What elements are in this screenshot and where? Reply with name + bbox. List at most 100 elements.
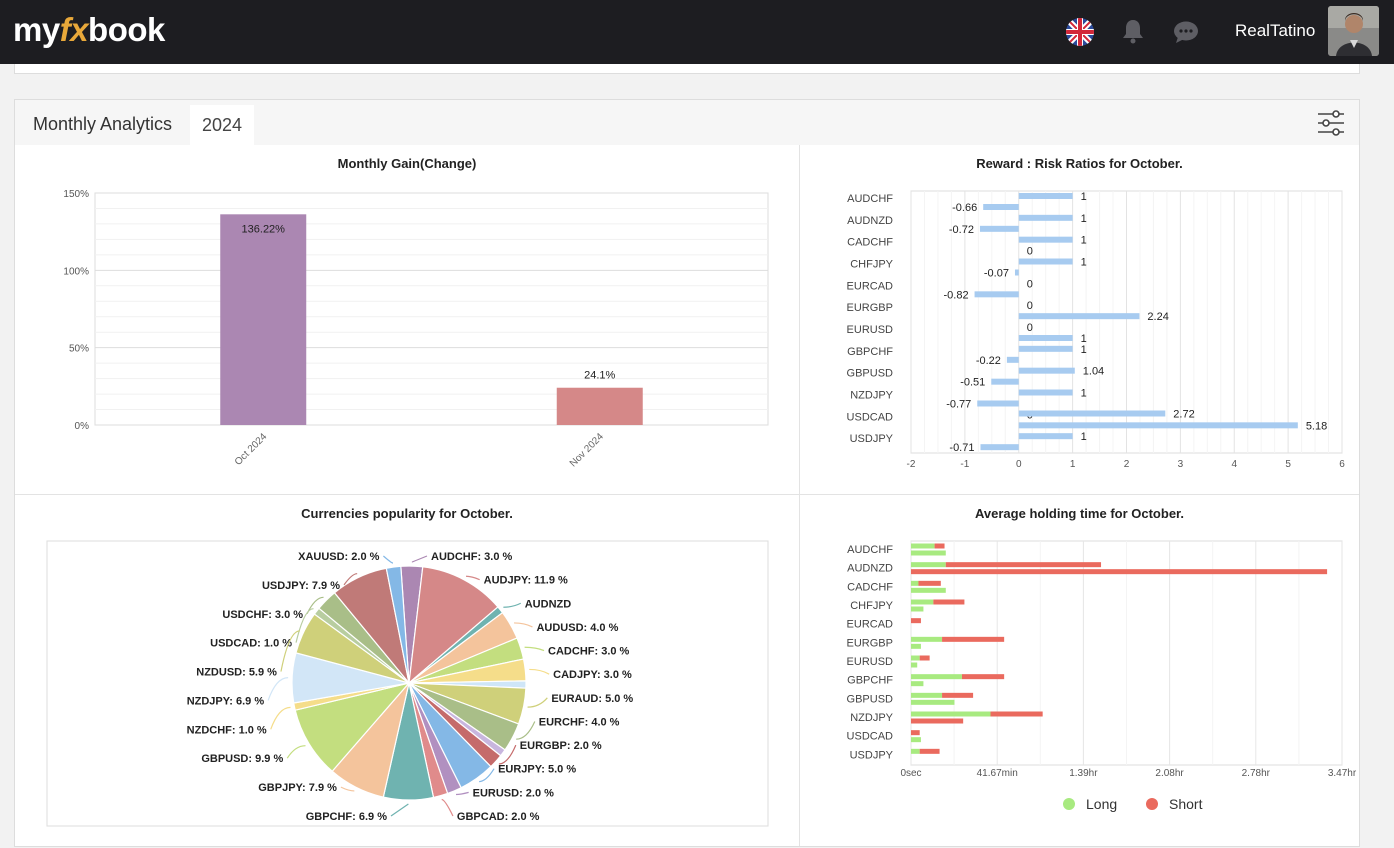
leader-line (267, 677, 289, 701)
bar (911, 636, 943, 642)
data-label: 0 (1027, 300, 1033, 312)
data-label: 1.04 (1083, 366, 1104, 378)
chart-title: Currencies popularity for October. (301, 506, 513, 521)
legend-marker-long (1063, 798, 1075, 810)
bar (1018, 193, 1073, 199)
bar (1018, 214, 1073, 221)
leader-line (527, 697, 548, 708)
y-tick-label: EURUSD (847, 324, 894, 336)
slice-label: CADJPY: 3.0 % (553, 669, 632, 681)
data-label: 1 (1081, 235, 1087, 247)
y-tick-label: USDJPY (850, 749, 894, 761)
bar (911, 748, 920, 754)
data-label: 1 (1081, 191, 1087, 203)
avatar[interactable] (1328, 6, 1379, 56)
data-label: 2.24 (1147, 311, 1168, 323)
bar (911, 718, 964, 724)
username[interactable]: RealTatino (1235, 21, 1316, 40)
slice-label: GBPUSD: 9.9 % (201, 753, 283, 765)
x-tick-label: 0sec (900, 768, 921, 779)
y-tick-label: NZDJPY (850, 712, 893, 724)
bar (977, 400, 1019, 407)
data-label: 1 (1081, 431, 1087, 443)
slice-label: AUDCHF: 3.0 % (431, 551, 513, 563)
leader-line (516, 721, 536, 740)
currencies-popularity-chart: Currencies popularity for October. AUDCH… (15, 495, 799, 846)
leader-line (479, 768, 495, 783)
y-tick-label: AUDNZD (847, 563, 893, 575)
data-label: 1 (1081, 257, 1087, 269)
x-tick-label: 2.08hr (1155, 768, 1184, 779)
bar (919, 655, 930, 661)
data-label: 2.72 (1173, 409, 1194, 421)
bar (911, 599, 934, 605)
bar (911, 711, 991, 717)
bar (1018, 367, 1075, 374)
myfxbook-logo[interactable]: myfxbook (13, 11, 165, 48)
x-tick-label: -2 (907, 459, 916, 470)
tab-year-2024[interactable]: 2024 (190, 105, 254, 145)
bar (942, 692, 974, 698)
x-tick-label: Nov 2024 (568, 431, 606, 469)
y-tick-label: EURUSD (847, 656, 894, 668)
data-label: 1 (1081, 213, 1087, 225)
y-tick-label: 150% (63, 189, 89, 200)
top-strip (14, 64, 1360, 74)
bar (911, 692, 943, 698)
bar (556, 387, 643, 425)
legend-marker-short (1146, 798, 1158, 810)
data-label: -0.82 (943, 289, 968, 301)
bar (983, 204, 1019, 210)
horizontal-divider (15, 494, 1359, 495)
y-tick-label: GBPCHF (847, 346, 893, 358)
bar (911, 737, 921, 743)
uk-flag-icon[interactable] (1066, 18, 1094, 46)
pie-slice (408, 566, 499, 685)
x-tick-label: 4 (1231, 459, 1237, 470)
leader-line (280, 630, 300, 672)
vertical-divider (799, 145, 800, 846)
y-tick-label: CHFJPY (850, 259, 893, 271)
y-tick-label: 50% (69, 344, 89, 355)
bar (1018, 345, 1073, 352)
x-tick-label: 6 (1339, 459, 1345, 470)
y-tick-label: USDJPY (850, 433, 894, 445)
leader-line (390, 803, 409, 817)
y-tick-label: GBPUSD (847, 693, 894, 705)
chart-title: Monthly Gain(Change) (337, 156, 477, 171)
chat-icon[interactable] (1173, 20, 1199, 44)
slice-label: NZDJPY: 6.9 % (187, 695, 265, 707)
holding-time-chart: Average holding time for October. 0sec 41… (800, 495, 1359, 846)
data-label: -0.51 (960, 377, 985, 389)
leader-line (343, 573, 358, 586)
x-tick-label: 2.78hr (1242, 768, 1271, 779)
leader-line (383, 555, 394, 564)
panel-header: Monthly Analytics 2024 (15, 100, 1359, 145)
leader-line (455, 791, 469, 796)
sliders-icon[interactable] (1317, 110, 1345, 136)
monthly-gain-svg: 0% 50% 100% 150% 136.22% Oct 2024 24.1% Nov 202… (63, 189, 769, 469)
y-tick-label: EURCAD (847, 280, 894, 292)
top-navbar: myfxbook RealTatino (0, 0, 1394, 64)
data-label: 0 (1027, 278, 1033, 290)
bar (911, 606, 924, 612)
slice-label: EURJPY: 5.0 % (498, 764, 576, 776)
leader-line (270, 706, 291, 730)
y-tick-label: CHFJPY (850, 600, 893, 612)
leader-line (514, 622, 533, 628)
panel-title: Monthly Analytics (33, 114, 173, 134)
y-tick-label: CADCHF (847, 581, 893, 593)
bar (911, 730, 920, 736)
bar (1018, 236, 1073, 243)
x-tick-label: -1 (960, 459, 969, 470)
y-tick-label: 0% (75, 421, 90, 432)
bar (945, 562, 1102, 568)
bar (961, 674, 1005, 680)
legend-label-long: Long (1086, 796, 1117, 812)
bar (911, 543, 935, 549)
bar (990, 711, 1043, 717)
y-tick-label: USDCAD (847, 731, 894, 743)
pie-slice (294, 681, 411, 773)
bar (918, 580, 941, 586)
bell-icon[interactable] (1121, 18, 1145, 44)
